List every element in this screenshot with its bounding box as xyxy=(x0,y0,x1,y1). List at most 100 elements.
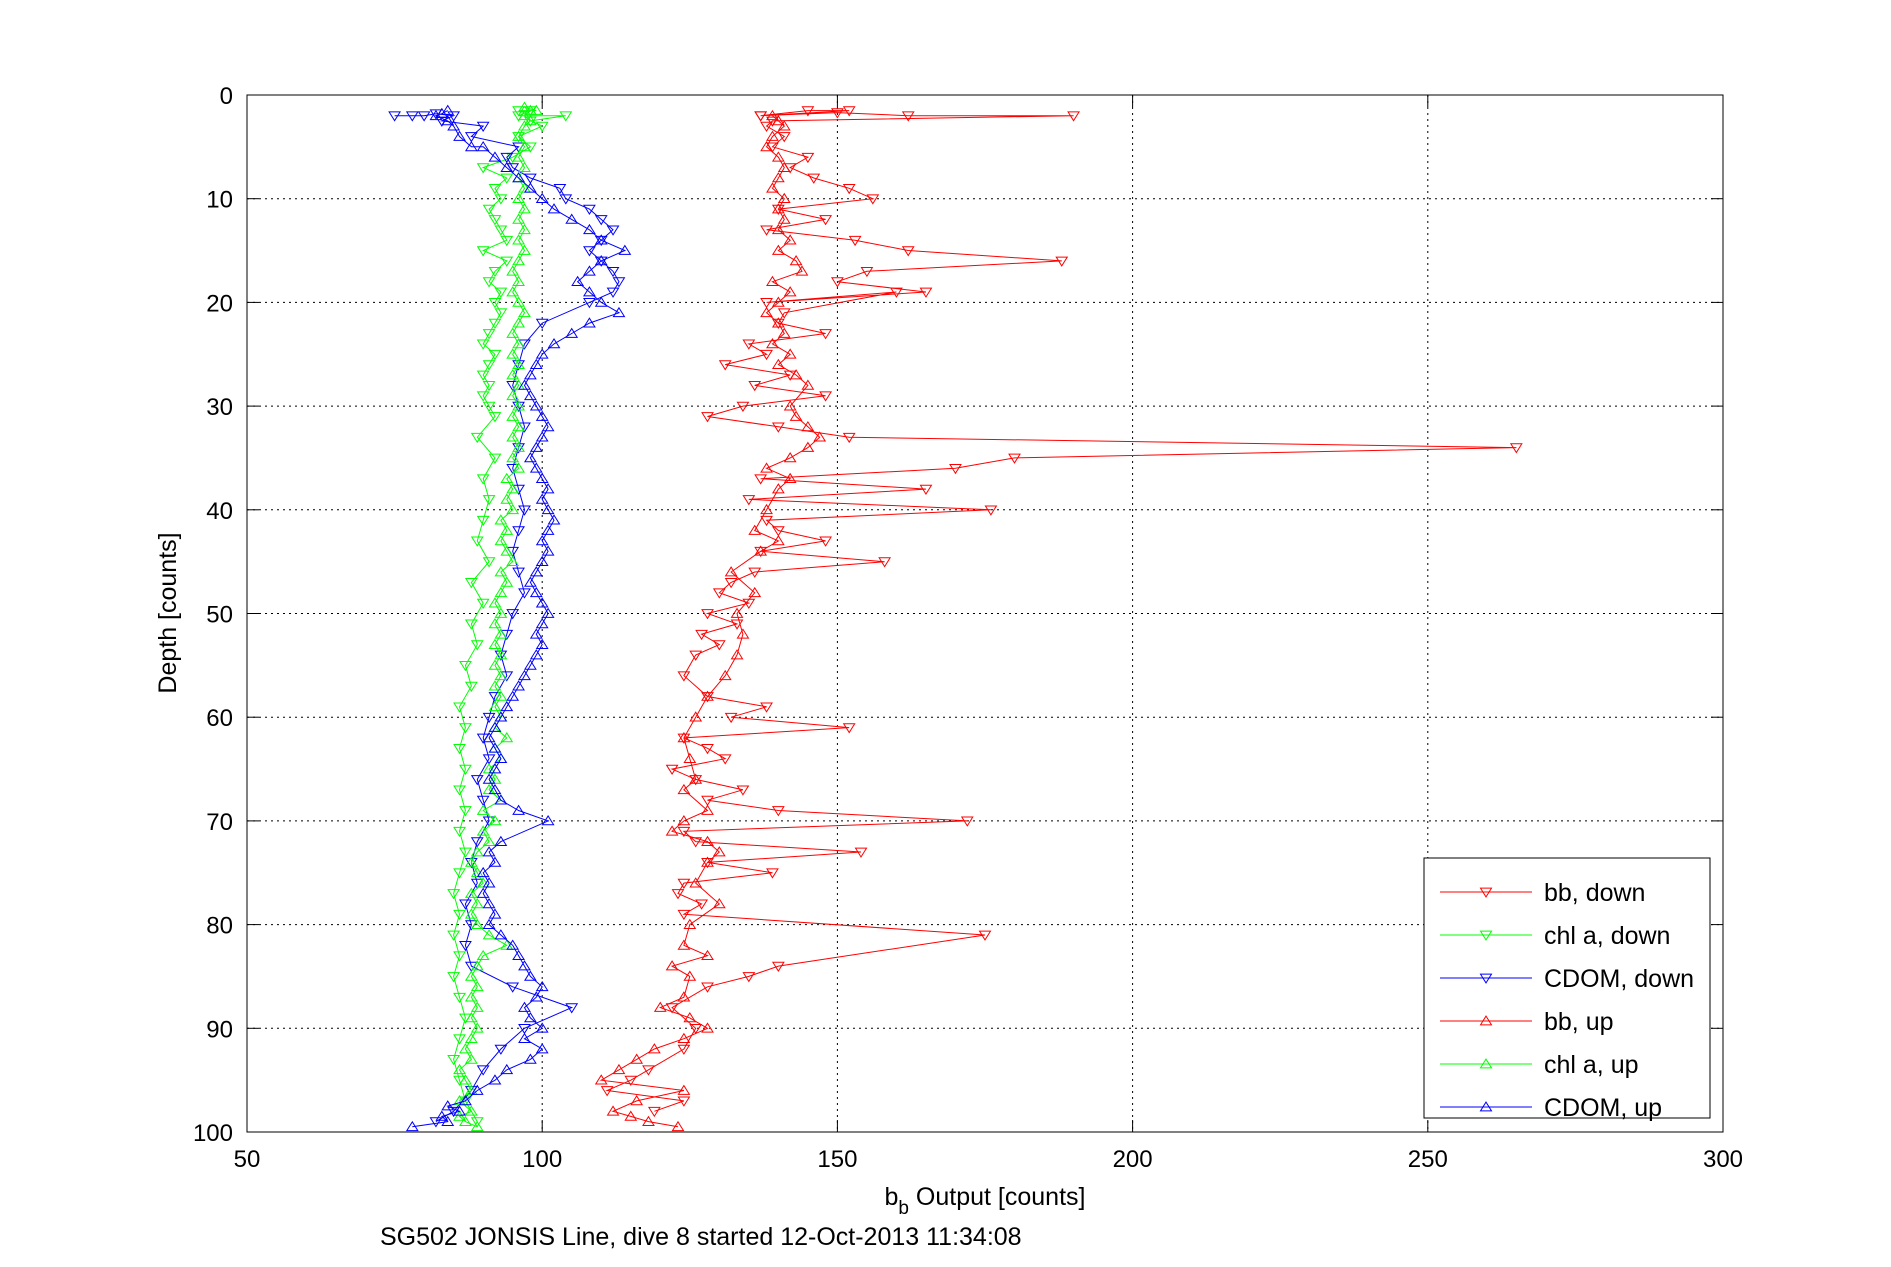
data-point xyxy=(488,815,502,826)
data-point xyxy=(512,213,525,224)
data-point xyxy=(583,246,596,257)
data-point xyxy=(464,1105,478,1116)
legend-label: chl a, down xyxy=(1544,922,1670,950)
data-point xyxy=(512,400,525,411)
grid-layer xyxy=(247,95,1723,1132)
data-point xyxy=(612,306,626,318)
data-point xyxy=(512,401,525,412)
data-point xyxy=(612,1063,626,1075)
legend-marker xyxy=(1479,1015,1493,1026)
data-point xyxy=(482,495,496,506)
data-point xyxy=(506,982,520,993)
data-point xyxy=(476,121,490,133)
data-point xyxy=(624,1075,638,1087)
data-point xyxy=(523,1012,537,1023)
data-point xyxy=(523,1053,537,1064)
x-tick-label: 200 xyxy=(1113,1146,1153,1173)
data-point xyxy=(789,410,803,421)
data-point xyxy=(494,194,508,205)
data-point xyxy=(583,298,596,309)
data-point xyxy=(978,930,992,941)
data-point xyxy=(388,111,402,122)
data-point xyxy=(500,524,514,535)
data-point xyxy=(482,732,496,743)
data-point xyxy=(482,835,496,846)
data-point xyxy=(447,111,461,122)
data-point xyxy=(500,472,514,484)
x-tick-label: 300 xyxy=(1703,1146,1743,1173)
data-point xyxy=(429,109,443,121)
data-point xyxy=(459,806,472,817)
data-point xyxy=(470,775,484,786)
data-point xyxy=(494,535,508,546)
data-point xyxy=(760,140,773,152)
data-point xyxy=(506,348,520,359)
data-point xyxy=(766,130,779,141)
data-point xyxy=(594,215,608,226)
data-point xyxy=(470,846,484,857)
data-point xyxy=(488,856,502,867)
data-point xyxy=(683,970,697,981)
data-point xyxy=(512,680,525,691)
data-point xyxy=(470,960,484,971)
data-point xyxy=(459,1115,472,1126)
data-point xyxy=(677,783,691,795)
data-point xyxy=(866,194,880,205)
data-point xyxy=(547,203,561,214)
data-point xyxy=(594,235,608,247)
data-point xyxy=(447,120,461,131)
data-point xyxy=(464,140,478,152)
data-point xyxy=(494,586,508,598)
data-point xyxy=(464,681,478,692)
x-axis-label: bb Output [counts] xyxy=(885,1183,1086,1219)
data-point xyxy=(677,939,691,950)
data-point xyxy=(541,420,555,432)
data-point xyxy=(488,617,502,629)
y-tick-label: 20 xyxy=(206,290,233,317)
legend-marker xyxy=(1479,887,1493,898)
data-point xyxy=(488,266,502,278)
data-point xyxy=(547,514,561,525)
data-point xyxy=(783,234,797,245)
data-point xyxy=(771,317,785,328)
data-point xyxy=(500,235,514,247)
data-point xyxy=(671,1120,685,1132)
data-point xyxy=(494,650,508,661)
data-point xyxy=(718,360,732,371)
data-point xyxy=(730,607,744,618)
data-point xyxy=(494,690,508,701)
data-point xyxy=(960,816,974,827)
data-point xyxy=(476,1065,490,1076)
data-point xyxy=(677,878,691,890)
data-point xyxy=(535,980,549,992)
data-point xyxy=(459,1043,472,1054)
data-point xyxy=(901,111,915,122)
data-point xyxy=(689,711,703,722)
data-point xyxy=(766,109,779,121)
data-point xyxy=(500,493,514,504)
data-point xyxy=(529,566,543,577)
x-tick-label: 50 xyxy=(234,1146,261,1173)
legend-label: CDOM, down xyxy=(1544,965,1694,993)
data-point xyxy=(518,588,531,599)
data-point xyxy=(518,669,531,681)
data-point xyxy=(488,783,502,795)
data-point xyxy=(1055,256,1069,267)
data-point xyxy=(518,161,531,172)
data-point xyxy=(783,348,797,359)
data-point xyxy=(464,908,478,919)
legend-marker xyxy=(1479,930,1493,941)
data-point xyxy=(500,256,514,267)
legend-entry: bb, down xyxy=(1440,879,1645,907)
data-point xyxy=(535,493,549,504)
data-point xyxy=(535,597,549,608)
data-point xyxy=(464,887,478,898)
data-point xyxy=(712,846,726,857)
data-point xyxy=(523,182,537,193)
legend: bb, down chl a, down CDOM, down bb, up chl a… xyxy=(1423,857,1711,1122)
data-point xyxy=(506,452,520,463)
data-point xyxy=(789,255,803,266)
data-point xyxy=(512,443,525,454)
data-point xyxy=(712,588,726,599)
data-point xyxy=(742,339,756,350)
